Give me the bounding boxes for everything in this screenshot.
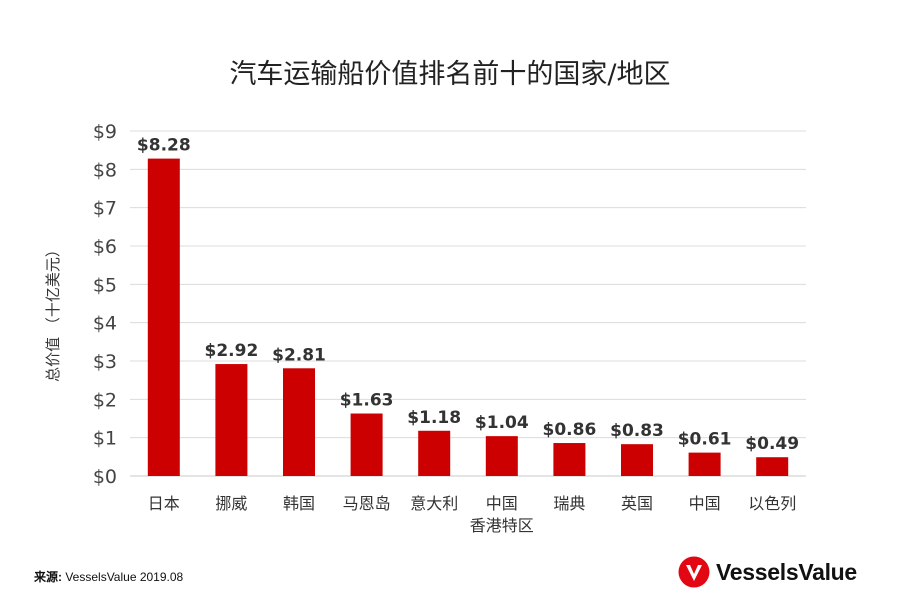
logo-text: VesselsValue	[716, 558, 857, 585]
bar	[283, 368, 315, 476]
bar	[350, 413, 383, 476]
bar	[147, 158, 180, 476]
y-tick-label: $0	[93, 466, 117, 488]
y-tick-label: $2	[93, 389, 117, 411]
x-tick-label: 英国	[621, 494, 653, 513]
data-label: $0.83	[610, 421, 664, 441]
bar	[688, 452, 721, 476]
y-tick-labels: $0 $1 $2 $3 $4 $5 $6 $7 $8 $9	[93, 121, 117, 488]
x-tick-label: 香港特区	[470, 516, 534, 535]
x-tick-label: 日本	[148, 494, 180, 513]
y-tick-label: $9	[93, 121, 117, 143]
y-tick-label: $5	[93, 274, 117, 296]
x-tick-label: 韩国	[283, 494, 315, 513]
x-tick-label: 以色列	[748, 494, 796, 513]
data-label: $1.04	[475, 413, 529, 433]
y-axis-label: 总价值 （十亿美元）	[44, 242, 62, 382]
data-label: $2.92	[205, 341, 259, 361]
x-tick-label: 中国	[689, 494, 721, 513]
bar	[621, 444, 653, 476]
y-tick-label: $3	[93, 351, 117, 373]
data-label: $2.81	[272, 345, 326, 365]
bar	[215, 364, 248, 476]
logo-mark-icon	[678, 556, 710, 588]
bar	[418, 430, 451, 476]
source-text: VesselsValue 2019.08	[62, 570, 184, 584]
y-tick-label: $4	[93, 313, 117, 335]
x-tick-label: 瑞典	[553, 494, 585, 513]
bar	[553, 443, 586, 476]
data-label: $0.49	[745, 434, 799, 454]
y-tick-label: $8	[93, 159, 117, 181]
x-tick-label: 中国	[486, 494, 518, 513]
data-label: $1.18	[407, 408, 461, 428]
data-label: $8.28	[137, 136, 191, 156]
data-label: $0.86	[543, 420, 597, 440]
bars	[147, 158, 789, 476]
y-tick-label: $7	[93, 198, 117, 220]
data-label: $0.61	[678, 430, 732, 450]
vesselsvalue-logo: VesselsValue	[678, 556, 857, 588]
y-tick-label: $6	[93, 236, 117, 258]
x-tick-label: 马恩岛	[343, 494, 391, 513]
y-tick-label: $1	[93, 428, 117, 450]
bar	[756, 457, 789, 476]
bar	[485, 436, 518, 476]
source-note: 来源: VesselsValue 2019.08	[34, 568, 183, 585]
source-label: 来源:	[34, 570, 62, 584]
data-label: $1.63	[340, 391, 394, 411]
data-labels: $8.28 $2.92 $2.81 $1.63 $1.18 $1.04 $0.86 $0.83…	[137, 136, 799, 455]
x-tick-label: 意大利	[410, 494, 458, 513]
x-tick-label: 挪威	[215, 494, 247, 513]
chart-title: 汽车运输船价值排名前十的国家/地区	[229, 59, 670, 90]
